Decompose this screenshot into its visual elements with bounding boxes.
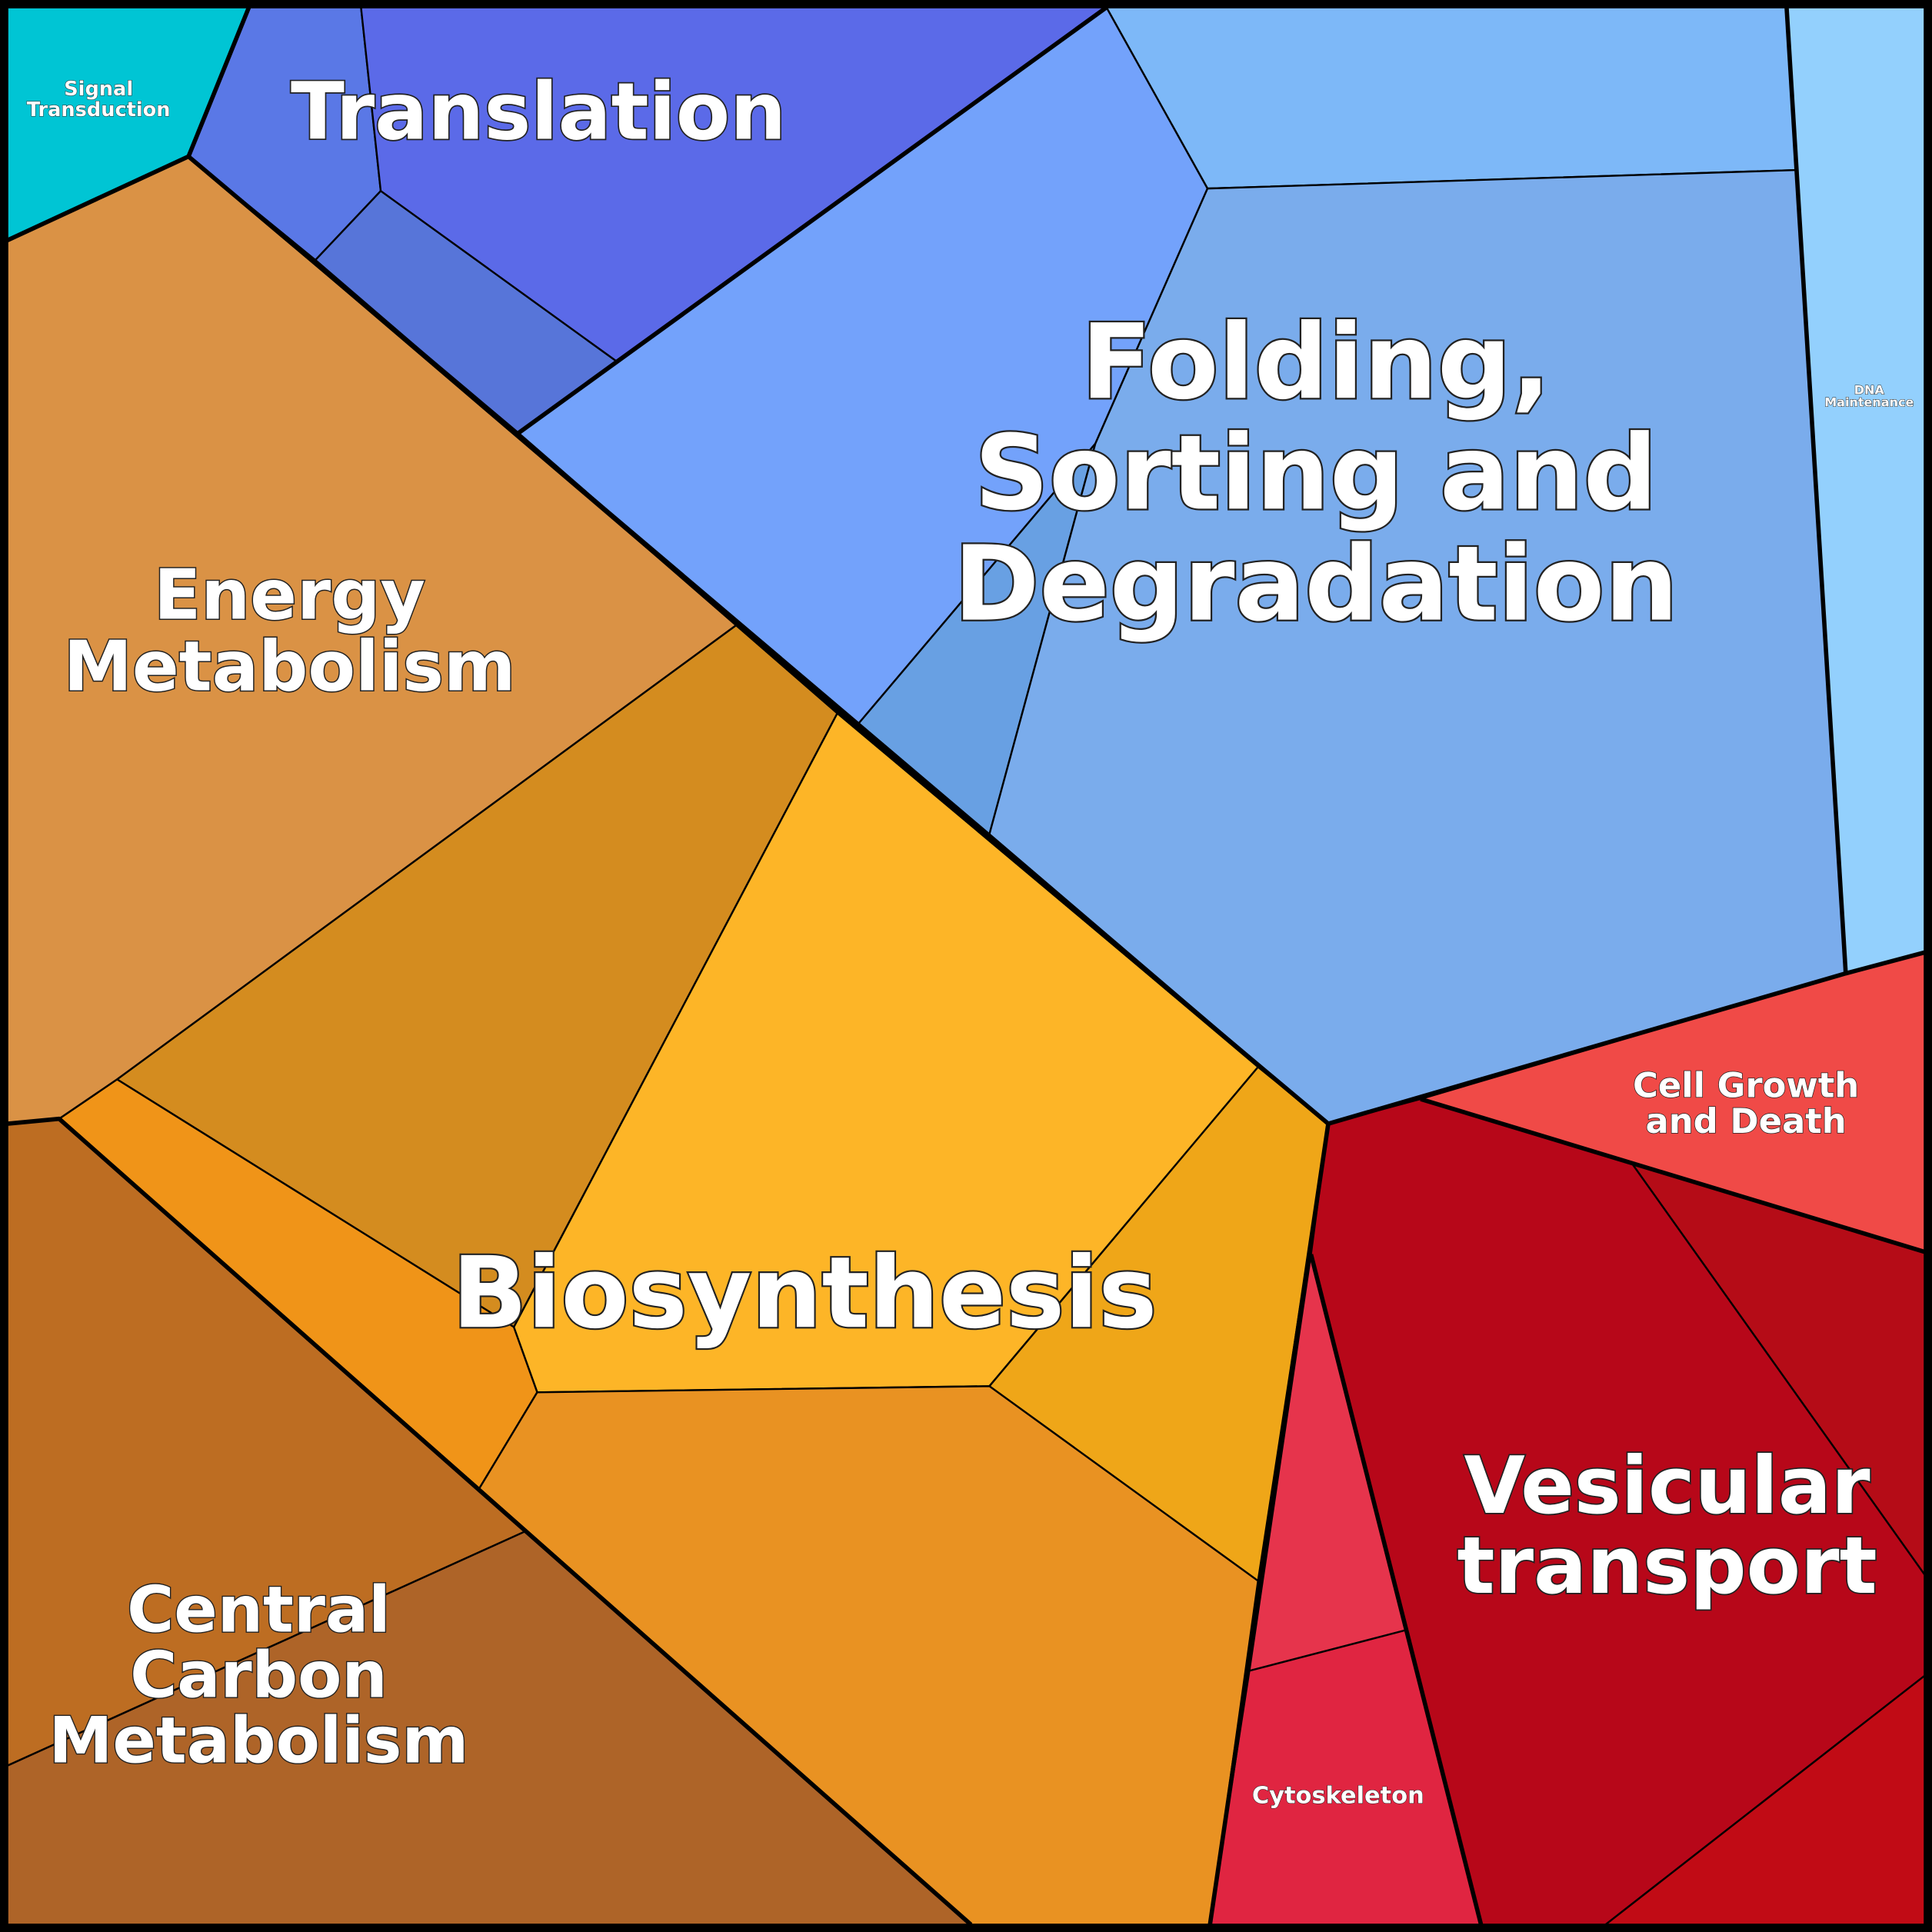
cell-label: Folding, [1081,301,1551,422]
cell-label: Vesicular [1464,1441,1870,1532]
group-border [6,6,251,242]
group-border [187,155,1926,1126]
cell-label: Metabolism [49,1703,469,1777]
cell-label: Cytoskeleton [1252,1782,1424,1809]
cell-label: Carbon [130,1638,388,1713]
group-border [1208,1123,1331,1925]
group-border [7,1116,973,1927]
cell-label: Sorting and [974,412,1657,533]
group-border [1420,1097,1926,1254]
cell-label: Degradation [954,524,1678,645]
cell-label: Maintenance [1824,395,1914,409]
cell-label: DNA [1854,382,1885,397]
cell-label: transport [1457,1521,1877,1612]
cell-label: Energy [154,556,425,636]
cells [6,6,1926,1926]
group-border [1784,7,1848,974]
cell-label: Biosynthesis [452,1236,1158,1351]
cell-label: Signal [64,78,133,101]
group-border [1308,1254,1484,1926]
cell-label: and Death [1646,1101,1847,1141]
cell [1105,6,1797,190]
cell-label: Central [127,1573,391,1647]
cell-label: Cell Growth [1633,1065,1859,1106]
cell-label: Transduction [27,98,171,122]
group-border [516,5,1108,436]
cell-label: Metabolism [64,628,516,708]
cell-label: Translation [291,67,786,158]
